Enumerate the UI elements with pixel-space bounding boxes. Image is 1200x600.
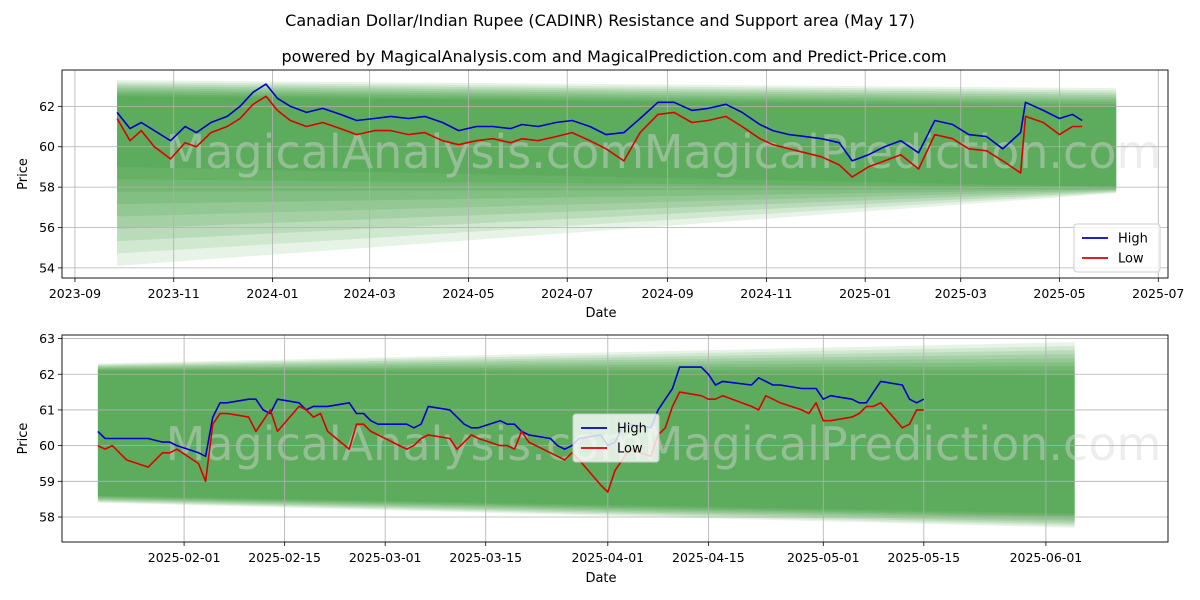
band-layer (117, 88, 1117, 217)
legend-box (572, 413, 660, 463)
band-layer (117, 82, 1117, 254)
x-tick-label: 2024-07 (541, 286, 593, 301)
series-group (97, 366, 925, 493)
x-tick-label: 2025-03-15 (449, 550, 522, 565)
band-layer (117, 86, 1117, 229)
chart-subtitle: powered by MagicalAnalysis.com and Magic… (281, 47, 946, 66)
top-panel: MagicalAnalysis.com MagicalPrediction.com… (16, 69, 1184, 321)
x-tick-label: 2025-05 (1033, 286, 1085, 301)
x-tick-label: 2024-03 (344, 286, 396, 301)
band-layer (117, 92, 1117, 192)
y-axis-label: Price (16, 423, 31, 455)
legend-label-low: Low (617, 442, 643, 457)
x-tick-label: 2025-03 (935, 286, 987, 301)
chart-title: Canadian Dollar/Indian Rupee (CADINR) Re… (285, 11, 915, 30)
x-tick-label: 2025-06-01 (1010, 550, 1083, 565)
y-tick-label: 58 (39, 510, 55, 525)
x-tick-label: 2025-05-01 (787, 550, 860, 565)
x-tick-label: 2025-04-15 (672, 550, 745, 565)
y-tick-label: 59 (39, 474, 55, 489)
x-tick-label: 2025-01 (839, 286, 891, 301)
x-tick-label: 2025-02-15 (248, 550, 321, 565)
legend-label-low: Low (1118, 252, 1144, 267)
bottom-panel: MagicalAnalysis.com MagicalPrediction.com… (16, 331, 1169, 586)
band-layer (117, 84, 1117, 242)
x-axis-label: Date (585, 571, 616, 586)
series-group (116, 83, 1083, 178)
watermark: MagicalAnalysis.com MagicalPrediction.com (166, 417, 1162, 471)
legend: High Low (1073, 223, 1161, 273)
series-line-low (97, 391, 924, 493)
support-resistance-band (117, 80, 1117, 266)
y-tick-label: 54 (39, 260, 55, 275)
x-tick-label: 2025-04-01 (571, 550, 644, 565)
x-tick-label: 2025-07 (1132, 286, 1184, 301)
x-axis-label: Date (585, 306, 616, 321)
y-tick-label: 60 (39, 438, 55, 453)
y-tick-label: 56 (39, 220, 55, 235)
y-tick-label: 63 (39, 331, 55, 346)
legend-label-high: High (1118, 232, 1148, 247)
plot-frame (61, 334, 1169, 543)
grid (62, 70, 1168, 278)
band-layer (117, 94, 1117, 188)
legend: High Low (572, 413, 660, 463)
series-line-low (116, 95, 1083, 178)
x-tick-label: 2025-02-01 (148, 550, 221, 565)
x-tick-label: 2024-01 (246, 286, 298, 301)
band-layer (117, 80, 1117, 266)
series-line-high (116, 83, 1083, 162)
y-tick-label: 61 (39, 402, 55, 417)
y-tick-label: 60 (39, 139, 55, 154)
plot-frame (61, 69, 1169, 279)
y-tick-label: 62 (39, 99, 55, 114)
x-tick-label: 2023-09 (49, 286, 101, 301)
x-tick-label: 2024-11 (740, 286, 792, 301)
x-tick-label: 2023-11 (148, 286, 200, 301)
y-tick-label: 62 (39, 367, 55, 382)
x-tick-label: 2025-05-15 (887, 550, 960, 565)
watermark-text: MagicalPrediction.com (644, 125, 1162, 179)
x-tick-label: 2024-05 (442, 286, 494, 301)
watermark: MagicalAnalysis.com MagicalPrediction.com (166, 125, 1162, 179)
legend-label-high: High (617, 422, 647, 437)
legend-box (1073, 223, 1161, 273)
watermark-text: MagicalPrediction.com (644, 417, 1162, 471)
x-tick-label: 2024-09 (642, 286, 694, 301)
y-axis-label: Price (16, 158, 31, 190)
watermark-text: MagicalAnalysis.com (166, 417, 645, 471)
grid (62, 335, 1168, 542)
y-tick-label: 58 (39, 180, 55, 195)
series-line-high (97, 366, 925, 458)
x-tick-label: 2025-03-01 (349, 550, 422, 565)
